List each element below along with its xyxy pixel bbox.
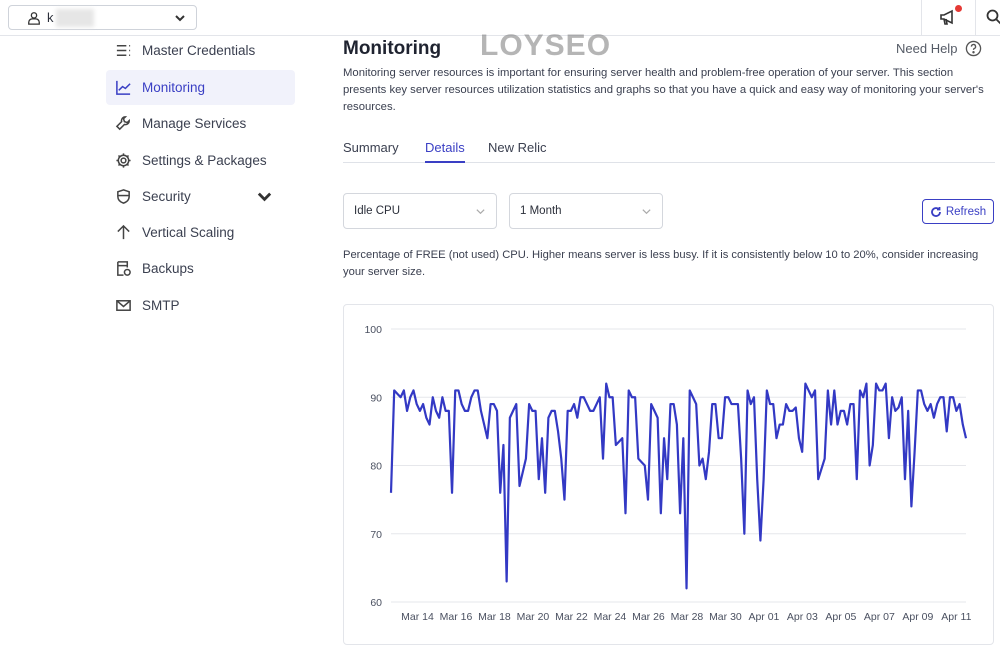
sidebar-item-vertical-scaling[interactable]: Vertical Scaling	[106, 215, 295, 250]
x-tick-label: Apr 05	[825, 611, 856, 623]
search-icon[interactable]	[985, 8, 1000, 26]
sidebar-item-manage-services[interactable]: Manage Services	[106, 106, 295, 141]
sidebar-item-master-credentials[interactable]: Master Credentials	[106, 33, 295, 68]
top-bar: k	[0, 0, 1000, 36]
divider	[975, 0, 976, 36]
chevron-down-icon	[476, 208, 485, 214]
range-select-value: 1 Month	[520, 205, 562, 217]
sidebar-item-smtp[interactable]: SMTP	[106, 288, 295, 323]
x-tick-label: Apr 09	[902, 611, 933, 623]
metric-select-value: Idle CPU	[354, 205, 401, 217]
refresh-button[interactable]: Refresh	[922, 199, 994, 224]
idle-cpu-series-line	[389, 382, 968, 590]
wrench-icon	[115, 116, 130, 131]
sidebar-item-label: Master Credentials	[142, 43, 256, 58]
watermark-logo: LOYSEO	[480, 29, 612, 62]
divider	[921, 0, 922, 36]
x-tick-label: Mar 28	[671, 611, 704, 623]
y-tick-label: 80	[370, 461, 382, 473]
tab-summary[interactable]: Summary	[343, 140, 399, 155]
mail-icon	[116, 300, 131, 311]
account-dropdown[interactable]: k	[8, 5, 197, 30]
x-tick-label: Apr 11	[941, 611, 971, 623]
sidebar-item-label: SMTP	[142, 298, 180, 313]
x-tick-label: Mar 30	[709, 611, 742, 623]
tab-bar: Summary Details New Relic	[343, 138, 995, 163]
y-tick-label: 100	[364, 324, 382, 336]
tab-details[interactable]: Details	[425, 140, 465, 163]
x-tick-label: Apr 01	[748, 611, 779, 623]
gear-icon	[116, 153, 131, 168]
need-help-link[interactable]: Need Help	[896, 40, 982, 57]
chart-svg: 100 90 80 70 60 Mar 14 Mar 16 Mar 18 Mar 20 Mar 2…	[364, 324, 971, 623]
y-tick-label: 60	[370, 597, 382, 609]
chevron-down-icon	[175, 14, 185, 21]
x-tick-label: Mar 20	[517, 611, 550, 623]
backup-icon	[117, 261, 131, 276]
tab-new-relic[interactable]: New Relic	[488, 140, 547, 155]
sidebar-item-label: Manage Services	[142, 116, 247, 131]
sidebar-item-label: Settings & Packages	[142, 153, 267, 168]
x-tick-label: Mar 18	[478, 611, 511, 623]
x-tick-label: Apr 03	[787, 611, 818, 623]
chart-line-icon	[116, 80, 131, 95]
shield-icon	[117, 189, 130, 204]
user-icon	[28, 11, 40, 25]
sidebar-item-settings-packages[interactable]: Settings & Packages	[106, 143, 295, 178]
x-tick-label: Mar 14	[401, 611, 434, 623]
chevron-down-icon	[642, 208, 651, 214]
x-tick-label: Mar 16	[440, 611, 473, 623]
metric-note: Percentage of FREE (not used) CPU. Highe…	[343, 249, 979, 278]
sidebar-item-label: Monitoring	[142, 80, 206, 95]
sidebar-item-security[interactable]: Security	[106, 179, 295, 214]
x-tick-label: Mar 22	[555, 611, 588, 623]
account-name: k	[47, 10, 54, 25]
refresh-icon	[930, 206, 941, 217]
redacted-name	[55, 8, 94, 27]
chevron-down-icon[interactable]	[256, 188, 273, 205]
need-help-label: Need Help	[896, 41, 958, 56]
sidebar-item-backups[interactable]: Backups	[106, 251, 295, 286]
y-tick-label: 90	[370, 392, 382, 404]
sidebar-item-monitoring[interactable]: Monitoring	[106, 70, 295, 105]
sidebar-item-label: Backups	[142, 261, 194, 276]
refresh-label: Refresh	[945, 205, 987, 218]
page-title: Monitoring	[343, 38, 442, 59]
sidebar-item-label: Security	[142, 189, 191, 204]
arrow-up-icon	[117, 224, 130, 240]
x-tick-label: Apr 07	[864, 611, 895, 623]
y-tick-label: 70	[370, 529, 382, 541]
range-select[interactable]: 1 Month	[509, 193, 663, 229]
list-icon	[116, 45, 131, 56]
page-description: Monitoring server resources is important…	[343, 67, 984, 113]
sidebar-item-label: Vertical Scaling	[142, 225, 235, 240]
x-tick-label: Mar 24	[594, 611, 627, 623]
x-tick-label: Mar 26	[632, 611, 665, 623]
metric-select[interactable]: Idle CPU	[343, 193, 497, 229]
help-circle-icon	[966, 40, 982, 57]
megaphone-icon[interactable]	[939, 8, 957, 26]
idle-cpu-chart: 100 90 80 70 60 Mar 14 Mar 16 Mar 18 Mar 20 Mar 2…	[343, 304, 994, 645]
notification-dot	[955, 5, 962, 12]
